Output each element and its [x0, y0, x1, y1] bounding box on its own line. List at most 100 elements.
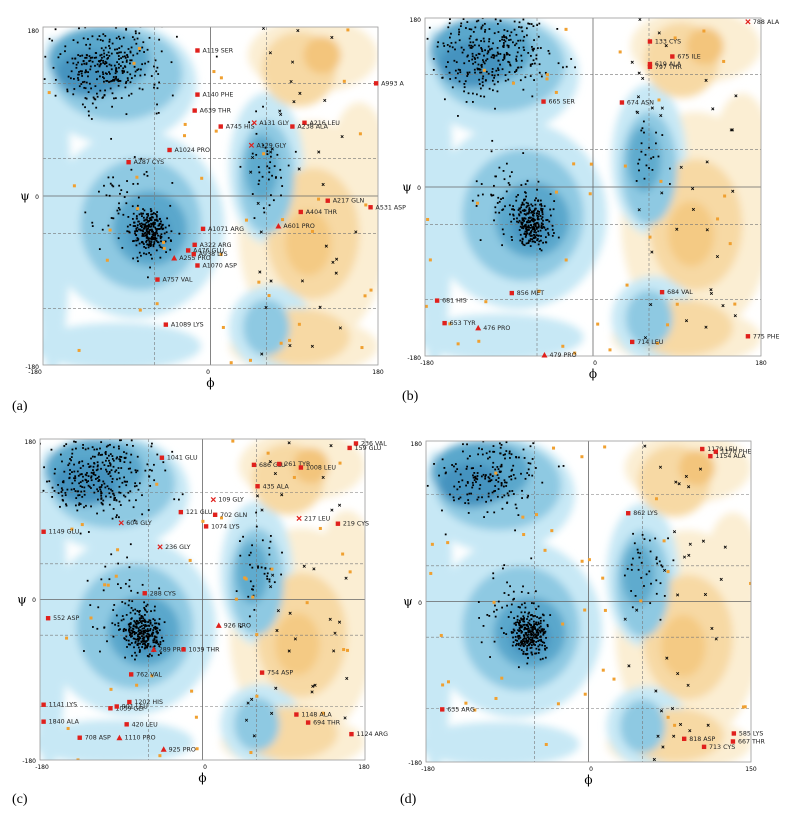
- zero-axes: [40, 439, 365, 760]
- outlier-label: 1840 ALA: [49, 719, 80, 726]
- x-tick-label: -180: [421, 766, 435, 773]
- outlier-marker: [210, 497, 216, 503]
- outlier-marker: [251, 120, 257, 126]
- outlier-label: 775 PHE: [753, 333, 780, 340]
- outlier-marker: [259, 670, 265, 675]
- outlier-label: A757 VAL: [162, 277, 193, 284]
- outlier-label: 619 ALA: [655, 61, 682, 68]
- y-axis-label: ψ: [402, 180, 411, 194]
- outlier-marker: [368, 205, 373, 210]
- x-tick-label: 180: [755, 360, 767, 367]
- region-shading: [43, 27, 378, 365]
- outlier-marker: [203, 524, 209, 529]
- outlier-marker: [215, 622, 222, 628]
- y-tick-label: 0: [32, 597, 36, 604]
- outlier-marker: [626, 511, 631, 516]
- x-axis-label: ϕ: [584, 773, 592, 787]
- outlier-label: A639 THR: [200, 108, 232, 115]
- favored-residue-points: [43, 27, 297, 279]
- outlier-label: A287 CYS: [134, 159, 164, 166]
- outlier-label: 236 VAL: [361, 440, 387, 447]
- panel-label: (a): [12, 399, 28, 414]
- outlier-label: 109 GLY: [218, 497, 244, 504]
- outlier-label: A322 ARG: [200, 242, 232, 249]
- outlier-label: A216 LEU: [309, 120, 340, 127]
- outlier-marker: [730, 739, 736, 744]
- outlier-label: 1202 HIS: [134, 699, 163, 706]
- outlier-marker: [142, 591, 147, 596]
- outlier-label: 159 GLU: [355, 445, 382, 452]
- outlier-label: A217 GLN: [333, 198, 365, 205]
- region-shading: [425, 18, 761, 356]
- outlier-label: A531 ASP: [376, 204, 407, 211]
- outlier-marker: [116, 734, 123, 741]
- x-tick-label: -180: [420, 360, 434, 367]
- outlier-label: 635 ARG: [447, 706, 475, 713]
- outlier-marker: [41, 702, 46, 707]
- panel-a: A119 SER A140 PHE A639 THR A745 HIS A131 GLY…: [12, 26, 407, 414]
- y-axis-label: ψ: [20, 189, 29, 203]
- outlier-marker: [647, 61, 653, 67]
- x-tick-label: 0: [593, 360, 597, 367]
- outlier-marker: [296, 515, 302, 521]
- outlier-label: 667 THR: [738, 738, 766, 745]
- plot-frame: [39, 438, 366, 761]
- outlier-label: 479 PRO: [549, 352, 576, 359]
- outlier-label: A993 A: [381, 80, 404, 87]
- outlier-label: 684 VAL: [667, 289, 693, 296]
- outlier-label: 288 CYS: [150, 590, 176, 597]
- y-tick-label: 0: [35, 194, 39, 201]
- outlier-marker: [335, 521, 341, 526]
- outlier-label: 289 PRO: [159, 646, 186, 653]
- y-tick-label: -180: [407, 355, 421, 362]
- outlier-marker: [124, 722, 129, 727]
- outlier-label: 925 PRO: [169, 746, 196, 753]
- x-tick-label: 0: [203, 764, 207, 771]
- outlier-marker: [192, 242, 197, 248]
- outlier-marker: [442, 320, 447, 326]
- outlier-marker: [248, 142, 255, 148]
- y-tick-label: 180: [28, 28, 40, 35]
- outlier-marker: [45, 616, 51, 621]
- y-tick-label: -180: [25, 364, 39, 371]
- x-tick-label: -180: [28, 369, 42, 376]
- outlier-marker: [347, 445, 352, 451]
- outlier-label: 121 GLU: [186, 509, 213, 516]
- outlier-marker: [159, 455, 165, 460]
- outlier-marker: [200, 226, 206, 232]
- outlier-marker: [325, 198, 330, 203]
- outlier-label: 1141 LYS: [49, 702, 78, 709]
- favored-residue-points: [40, 439, 283, 661]
- outlier-label: 674 ASN: [627, 100, 654, 107]
- outlier-marker: [178, 509, 184, 515]
- outlier-marker: [212, 512, 218, 517]
- outlier-marker: [275, 223, 282, 229]
- y-tick-label: 180: [410, 17, 422, 24]
- x-tick-label: 0: [589, 766, 593, 773]
- outlier-label: 1039 THR: [189, 646, 221, 653]
- outlier-marker: [118, 520, 124, 526]
- outlier-label: 1008 LEU: [306, 465, 337, 472]
- outlier-label: 694 THR: [313, 720, 341, 727]
- x-axis-label: ϕ: [206, 376, 214, 390]
- outlier-label: A1070 ASP: [202, 262, 237, 269]
- outlier-label: 1154 ALA: [715, 453, 746, 460]
- outlier-marker: [77, 735, 82, 740]
- x-tick-label: -180: [35, 764, 49, 771]
- outlier-label: 653 TYR: [450, 320, 477, 327]
- y-tick-label: 0: [417, 185, 421, 192]
- outlier-points: A119 SER A140 PHE A639 THR A745 HIS A131 GLY…: [126, 47, 407, 329]
- outlier-label: 856 MET: [517, 290, 544, 297]
- outlier-label: A131 GLY: [259, 120, 289, 127]
- outlier-marker: [700, 446, 705, 452]
- outlier-marker: [277, 461, 282, 467]
- outlier-label: A1071 ARG: [208, 226, 244, 233]
- outlier-label: A938 LYS: [199, 251, 228, 258]
- outlier-label: A119 SER: [202, 47, 233, 54]
- outlier-label: A1089 LYS: [171, 322, 204, 329]
- plot-frame: [425, 440, 752, 763]
